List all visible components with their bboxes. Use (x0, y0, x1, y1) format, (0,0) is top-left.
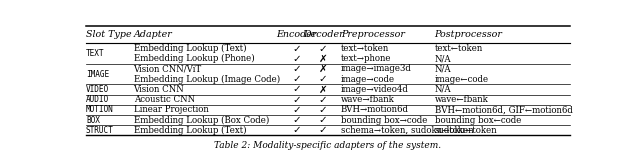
Text: bounding box←code: bounding box←code (435, 116, 521, 125)
Text: Embedding Lookup (Phone): Embedding Lookup (Phone) (134, 54, 254, 63)
Text: text←token: text←token (435, 44, 483, 53)
Text: image→code: image→code (341, 75, 395, 84)
Text: ✗: ✗ (319, 64, 328, 74)
Text: BOX: BOX (86, 116, 100, 125)
Text: Slot Type: Slot Type (86, 30, 132, 39)
Text: TEXT: TEXT (86, 49, 104, 58)
Text: Preprocessor: Preprocessor (341, 30, 404, 39)
Text: ✓: ✓ (292, 85, 301, 94)
Text: STRUCT: STRUCT (86, 126, 114, 135)
Text: N/A: N/A (435, 85, 451, 94)
Text: wave←fbank: wave←fbank (435, 95, 488, 104)
Text: wave→fbank: wave→fbank (341, 95, 395, 104)
Text: Acoustic CNN: Acoustic CNN (134, 95, 195, 104)
Text: ✗: ✗ (319, 85, 328, 94)
Text: Linear Projection: Linear Projection (134, 105, 208, 114)
Text: schema→token, sudoku→token: schema→token, sudoku→token (341, 126, 474, 135)
Text: MOTION: MOTION (86, 105, 114, 114)
Text: text→token: text→token (341, 44, 389, 53)
Text: N/A: N/A (435, 65, 451, 73)
Text: ✓: ✓ (319, 115, 328, 125)
Text: Adapter: Adapter (134, 30, 172, 39)
Text: VIDEO: VIDEO (86, 85, 109, 94)
Text: Postprocessor: Postprocessor (435, 30, 502, 39)
Text: ✓: ✓ (292, 125, 301, 135)
Text: AUDIO: AUDIO (86, 95, 109, 104)
Text: ✓: ✓ (292, 44, 301, 54)
Text: ✓: ✓ (292, 115, 301, 125)
Text: Embedding Lookup (Image Code): Embedding Lookup (Image Code) (134, 75, 280, 84)
Text: image→video4d: image→video4d (341, 85, 409, 94)
Text: Table 2: Modality-specific adapters of the system.: Table 2: Modality-specific adapters of t… (214, 141, 442, 150)
Text: ✓: ✓ (292, 54, 301, 64)
Text: ✓: ✓ (319, 74, 328, 84)
Text: Vision CNN: Vision CNN (134, 85, 184, 94)
Text: sudoku←token: sudoku←token (435, 126, 497, 135)
Text: ✓: ✓ (292, 105, 301, 115)
Text: Embedding Lookup (Text): Embedding Lookup (Text) (134, 44, 246, 53)
Text: ✗: ✗ (319, 54, 328, 64)
Text: ✓: ✓ (292, 74, 301, 84)
Text: Embedding Lookup (Text): Embedding Lookup (Text) (134, 126, 246, 135)
Text: image←code: image←code (435, 75, 489, 84)
Text: ✓: ✓ (319, 44, 328, 54)
Text: ✓: ✓ (319, 105, 328, 115)
Text: ✓: ✓ (319, 125, 328, 135)
Text: image→image3d: image→image3d (341, 65, 412, 73)
Text: text→phone: text→phone (341, 54, 392, 63)
Text: N/A: N/A (435, 54, 451, 63)
Text: Decoder: Decoder (303, 30, 343, 39)
Text: ✓: ✓ (319, 95, 328, 105)
Text: ✓: ✓ (292, 64, 301, 74)
Text: IMAGE: IMAGE (86, 70, 109, 79)
Text: BVH←motion6d, GIF←motion6d: BVH←motion6d, GIF←motion6d (435, 105, 573, 114)
Text: ✓: ✓ (292, 95, 301, 105)
Text: BVH→motion6d: BVH→motion6d (341, 105, 409, 114)
Text: Vision CNN/ViT: Vision CNN/ViT (134, 65, 202, 73)
Text: Encoder: Encoder (276, 30, 317, 39)
Text: bounding box→code: bounding box→code (341, 116, 428, 125)
Text: Embedding Lookup (Box Code): Embedding Lookup (Box Code) (134, 116, 269, 125)
